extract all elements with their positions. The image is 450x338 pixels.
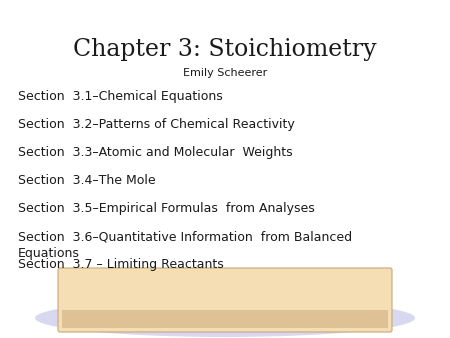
Text: Chapter 3: Stoichiometry: Chapter 3: Stoichiometry	[73, 38, 377, 61]
FancyBboxPatch shape	[58, 268, 392, 332]
Text: Section  3.4–The Mole: Section 3.4–The Mole	[18, 174, 156, 187]
Text: Section  3.5–Empirical Formulas  from Analyses: Section 3.5–Empirical Formulas from Anal…	[18, 202, 315, 215]
Text: Section  3.1–Chemical Equations: Section 3.1–Chemical Equations	[18, 90, 223, 103]
Bar	[62, 310, 388, 328]
Text: Section  3.3–Atomic and Molecular  Weights: Section 3.3–Atomic and Molecular Weights	[18, 146, 292, 159]
Text: Section  3.7 – Limiting Reactants: Section 3.7 – Limiting Reactants	[18, 258, 224, 271]
Text: Section  3.6–Quantitative Information  from Balanced
Equations: Section 3.6–Quantitative Information fro…	[18, 230, 352, 260]
Text: Section  3.2–Patterns of Chemical Reactivity: Section 3.2–Patterns of Chemical Reactiv…	[18, 118, 295, 131]
Text: Emily Scheerer: Emily Scheerer	[183, 68, 267, 78]
Ellipse shape	[35, 299, 415, 337]
